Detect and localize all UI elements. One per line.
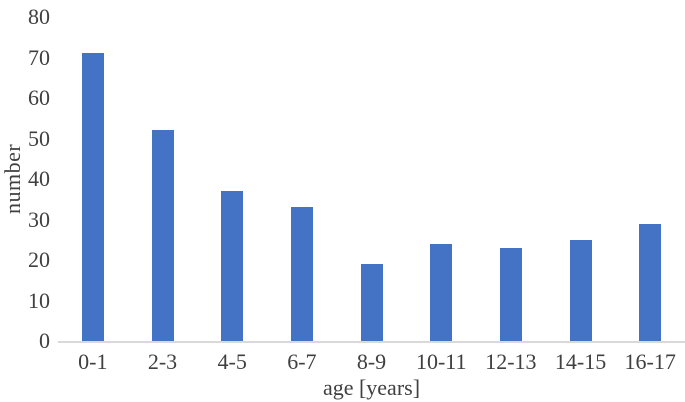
bar-10-11 bbox=[430, 243, 453, 341]
bar-slot bbox=[476, 17, 546, 341]
x-category-label: 2-3 bbox=[147, 349, 178, 374]
bar-4-5 bbox=[221, 191, 244, 341]
bar-2-3 bbox=[151, 130, 174, 341]
y-tick-label: 70 bbox=[28, 44, 50, 70]
x-category-label: 10-11 bbox=[415, 349, 467, 374]
bar-6-7 bbox=[290, 207, 313, 341]
x-category-label: 16-17 bbox=[624, 349, 676, 374]
x-category-label: 6-7 bbox=[287, 349, 317, 374]
bar-slot bbox=[615, 17, 685, 341]
plot-area bbox=[58, 17, 685, 343]
bar-14-15 bbox=[569, 239, 592, 341]
y-tick-label: 20 bbox=[28, 247, 50, 272]
x-category-label: 8-9 bbox=[356, 349, 387, 374]
x-axis-line bbox=[58, 341, 685, 343]
y-tick-label: 40 bbox=[28, 166, 50, 191]
bar-slot bbox=[128, 17, 198, 341]
x-category-label: 14-15 bbox=[554, 349, 607, 374]
bar-8-9 bbox=[360, 264, 383, 341]
bar-0-1 bbox=[81, 53, 104, 341]
bar-slot bbox=[197, 17, 267, 341]
bar-12-13 bbox=[499, 247, 522, 341]
bar-slot bbox=[406, 17, 476, 341]
y-tick-label: 60 bbox=[28, 85, 50, 110]
x-category-label: 0-1 bbox=[78, 349, 108, 374]
bar-16-17 bbox=[639, 223, 662, 341]
x-category-label: 12-13 bbox=[485, 349, 537, 374]
x-axis-category-labels: 0-1 2-3 4-5 6-7 8-9 10-11 12-13 14-15 16-17 bbox=[58, 351, 685, 373]
y-tick-label: 30 bbox=[28, 206, 50, 232]
bar-slot bbox=[337, 17, 407, 341]
y-axis-tick-labels: 0 10 20 30 40 50 60 70 80 bbox=[0, 6, 50, 352]
x-category-label: 4-5 bbox=[217, 349, 247, 374]
bar-slot bbox=[58, 17, 128, 341]
bar-slot bbox=[546, 17, 616, 341]
bar-slot bbox=[267, 17, 337, 341]
x-axis-title: age [years] bbox=[322, 375, 421, 400]
bars-container bbox=[58, 17, 685, 341]
y-tick-label: 80 bbox=[28, 4, 50, 29]
y-tick-label: 0 bbox=[39, 328, 50, 353]
y-tick-label: 50 bbox=[28, 125, 50, 151]
y-tick-label: 10 bbox=[28, 287, 50, 313]
